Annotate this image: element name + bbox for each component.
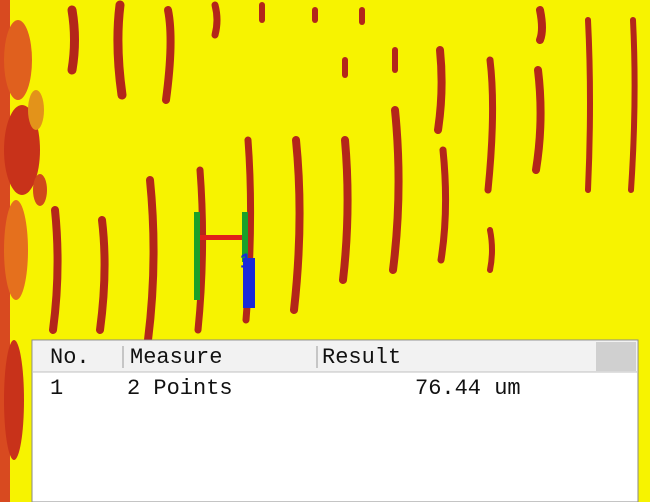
column-header: Measure (130, 345, 222, 370)
column-header: No. (50, 345, 90, 370)
row-result: 76.44 um (415, 376, 521, 401)
header-filler (596, 342, 636, 371)
row-number: 1 (50, 376, 63, 401)
marker-left-bar (194, 212, 200, 300)
screenshot: 1 No. Measure Result 1 2 Points 76.44 um (0, 0, 650, 502)
marker-span (200, 235, 242, 240)
column-header: Result (322, 345, 401, 370)
marker-label: 1 (240, 250, 251, 272)
result-table: No. Measure Result 1 2 Points 76.44 um (32, 340, 638, 502)
row-measure: 2 Points (127, 376, 233, 401)
